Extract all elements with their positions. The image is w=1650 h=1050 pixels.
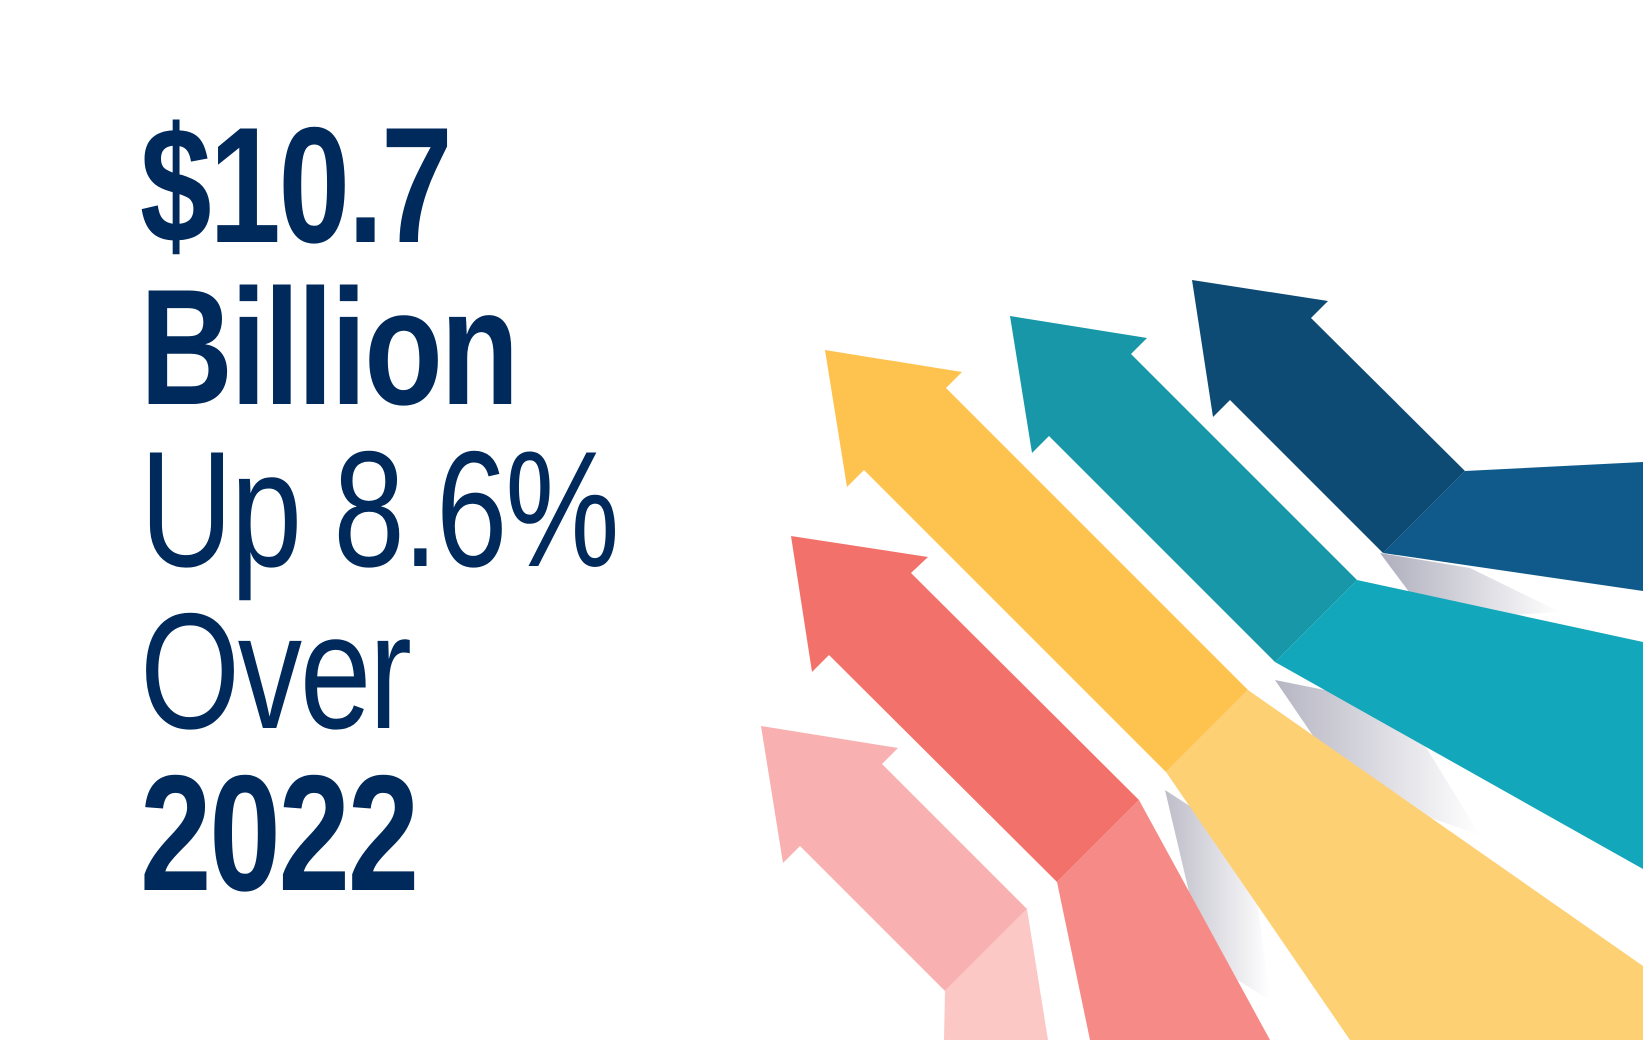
coral-arrow-tail	[1057, 800, 1270, 1040]
coral-arrow-icon	[791, 536, 1270, 1040]
yellow-arrow-icon	[825, 350, 1643, 1040]
headline: $10.7 Billion Up 8.6% Over 2022	[140, 93, 760, 925]
teal-arrow-tail	[1275, 580, 1643, 869]
navy-arrow-tail	[1383, 462, 1643, 591]
coral-arrow-head	[791, 536, 1139, 882]
navy-arrow-icon	[1192, 280, 1643, 591]
unit-text: Billion	[140, 255, 519, 439]
amount-text: $10.7	[140, 93, 453, 277]
pink-arrow-tail	[944, 909, 1048, 1040]
teal-arrow-head	[1010, 316, 1357, 662]
navy-arrow-head	[1192, 280, 1465, 553]
teal-arrow-icon	[1010, 316, 1643, 869]
comparison-text: Over	[140, 579, 412, 763]
yellow-arrow-head	[825, 350, 1248, 772]
year-text: 2022	[140, 741, 419, 925]
yellow-arrow-tail	[1166, 690, 1643, 1040]
pink-arrow-icon	[761, 726, 1048, 1040]
change-text: Up 8.6%	[140, 417, 620, 601]
pink-arrow-head	[761, 726, 1027, 991]
